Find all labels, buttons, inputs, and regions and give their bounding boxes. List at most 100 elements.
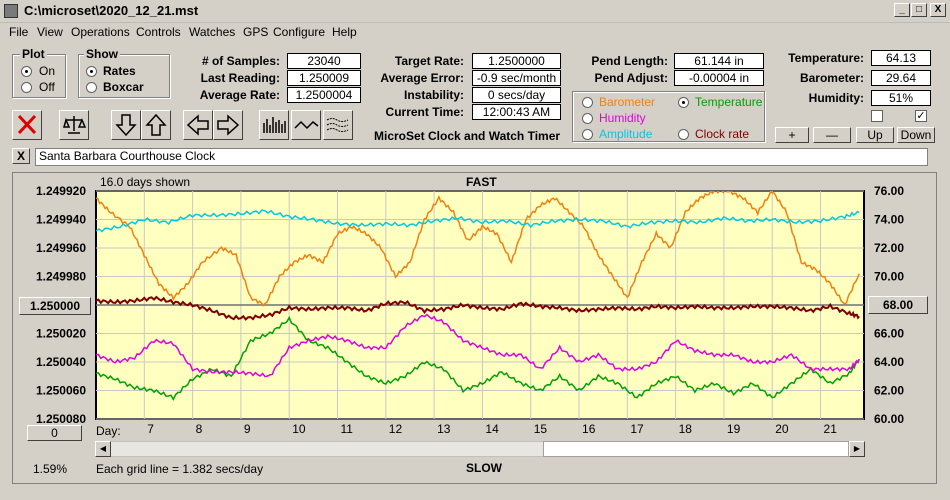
scale-plus-button[interactable]: + bbox=[775, 127, 809, 143]
grid-note-label: Each grid line = 1.382 secs/day bbox=[96, 462, 264, 476]
average-rate-field: 1.2500004 bbox=[287, 87, 361, 103]
amplitude-radio[interactable] bbox=[582, 129, 593, 140]
menu-view[interactable]: View bbox=[37, 25, 63, 39]
plot-on-label: On bbox=[39, 64, 56, 78]
scale-up-button[interactable]: Up bbox=[856, 127, 894, 143]
arrow-up-button[interactable] bbox=[141, 110, 171, 140]
clock-rate-radio[interactable] bbox=[678, 129, 689, 140]
x-tick-label: 14 bbox=[485, 422, 499, 436]
x-tick-label: 7 bbox=[147, 422, 154, 436]
close-button[interactable]: X bbox=[930, 3, 946, 17]
delete-button[interactable] bbox=[12, 110, 42, 140]
x-tick-label: 8 bbox=[196, 422, 203, 436]
show-rates-radio[interactable] bbox=[86, 66, 97, 77]
current-time-label: Current Time: bbox=[385, 105, 464, 119]
right-center-button[interactable]: 68.00 bbox=[868, 296, 928, 314]
scroll-left-arrow[interactable]: ◀ bbox=[95, 441, 111, 457]
plot-off-radio[interactable] bbox=[21, 82, 32, 93]
arrow-left-icon bbox=[186, 114, 209, 136]
x-tick-label: 9 bbox=[244, 422, 251, 436]
current-time-field: 12:00:43 AM bbox=[472, 104, 561, 120]
menu-watches[interactable]: Watches bbox=[189, 25, 236, 39]
average-error-field: -0.9 sec/month bbox=[472, 70, 561, 86]
scale-minus-button[interactable]: — bbox=[813, 127, 851, 143]
bar-graph-button[interactable] bbox=[259, 110, 289, 140]
y-right-tick-label: 76.00 bbox=[874, 184, 904, 198]
checkbox-right[interactable]: ✓ bbox=[915, 110, 927, 122]
last-reading-label: Last Reading: bbox=[200, 71, 280, 85]
dashed-wave-button[interactable] bbox=[323, 110, 353, 140]
arrow-right-button[interactable] bbox=[213, 110, 243, 140]
app-icon bbox=[4, 4, 18, 18]
series-line-temperature bbox=[96, 315, 860, 401]
arrow-down-icon bbox=[115, 114, 137, 137]
temperature-radio[interactable] bbox=[678, 97, 689, 108]
show-rates-label: Rates bbox=[103, 64, 136, 78]
series-line-amplitude bbox=[96, 209, 860, 233]
amplitude-option-label: Amplitude bbox=[599, 127, 653, 141]
clear-watch-button[interactable]: X bbox=[12, 148, 30, 164]
barometer-radio[interactable] bbox=[582, 97, 593, 108]
scroll-thumb[interactable] bbox=[543, 441, 849, 457]
arrow-left-button[interactable] bbox=[183, 110, 213, 140]
watch-name-field[interactable]: Santa Barbara Courthouse Clock bbox=[35, 148, 928, 166]
scale-down-button[interactable]: Down bbox=[897, 127, 935, 143]
barometer-option-label: Barometer bbox=[599, 95, 656, 109]
x-tick-label: 18 bbox=[679, 422, 693, 436]
balance-button[interactable] bbox=[59, 110, 89, 140]
menu-operations[interactable]: Operations bbox=[71, 25, 130, 39]
menu-controls[interactable]: Controls bbox=[136, 25, 181, 39]
y-left-tick-label: 1.249940 bbox=[36, 213, 86, 227]
show-boxcar-label: Boxcar bbox=[103, 80, 144, 94]
show-boxcar-radio[interactable] bbox=[86, 82, 97, 93]
wave-icon bbox=[294, 120, 319, 130]
chart-series bbox=[96, 191, 860, 401]
x-tick-label: 21 bbox=[824, 422, 838, 436]
scroll-right-arrow[interactable]: ▶ bbox=[849, 441, 865, 457]
temperature-option-label: Temperature bbox=[695, 95, 763, 109]
barometer-label: Barometer: bbox=[799, 71, 864, 85]
window-title: C:\microset\2020_12_21.mst bbox=[24, 3, 199, 18]
left-center-button[interactable]: 1.250000 bbox=[19, 297, 91, 315]
checkbox-left[interactable] bbox=[871, 110, 883, 122]
grid-lines bbox=[96, 190, 864, 420]
average-rate-label: Average Rate: bbox=[199, 88, 280, 102]
menu-gps[interactable]: GPS bbox=[243, 25, 269, 39]
y-left-tick-label: 1.249960 bbox=[36, 241, 86, 255]
wave-button[interactable] bbox=[291, 110, 321, 140]
dashed-wave-icon bbox=[326, 118, 349, 132]
menu-file[interactable]: File bbox=[9, 25, 29, 39]
series-line-clock-rate bbox=[96, 295, 860, 321]
y-left-tick-label: 1.250060 bbox=[36, 384, 86, 398]
slow-label: SLOW bbox=[466, 461, 502, 475]
y-right-tick-label: 74.00 bbox=[874, 213, 904, 227]
title-bar: C:\microset\2020_12_21.mst _ □ X bbox=[0, 0, 950, 23]
y-right-tick-label: 60.00 bbox=[874, 412, 904, 426]
y-right-tick-label: 66.00 bbox=[874, 327, 904, 341]
x-tick-label: 15 bbox=[534, 422, 548, 436]
left-bottom-button[interactable]: 0 bbox=[27, 425, 82, 441]
y-right-tick-label: 62.00 bbox=[874, 384, 904, 398]
menu-configure[interactable]: Configure bbox=[273, 25, 326, 39]
y-left-tick-label: 1.250040 bbox=[36, 355, 86, 369]
samples-label: # of Samples: bbox=[201, 54, 280, 68]
humidity-radio[interactable] bbox=[582, 113, 593, 124]
y-right-tick-label: 72.00 bbox=[874, 241, 904, 255]
plot-selector-group bbox=[572, 91, 765, 142]
maximize-button[interactable]: □ bbox=[911, 3, 927, 17]
plot-on-radio[interactable] bbox=[21, 66, 32, 77]
graph-frame bbox=[12, 172, 937, 484]
balance-icon bbox=[63, 116, 87, 134]
series-line-humidity bbox=[96, 313, 860, 378]
minimize-button[interactable]: _ bbox=[894, 3, 910, 17]
y-left-tick-label: 1.250020 bbox=[36, 327, 86, 341]
fast-label: FAST bbox=[466, 175, 497, 189]
plot-group-title: Plot bbox=[20, 47, 47, 61]
target-rate-label: Target Rate: bbox=[394, 54, 464, 68]
arrow-down-button[interactable] bbox=[111, 110, 141, 140]
menu-help[interactable]: Help bbox=[332, 25, 357, 39]
x-tick-label: 20 bbox=[775, 422, 789, 436]
average-error-label: Average Error: bbox=[380, 71, 464, 85]
show-group bbox=[78, 54, 170, 98]
clock-rate-option-label: Clock rate bbox=[695, 127, 750, 141]
